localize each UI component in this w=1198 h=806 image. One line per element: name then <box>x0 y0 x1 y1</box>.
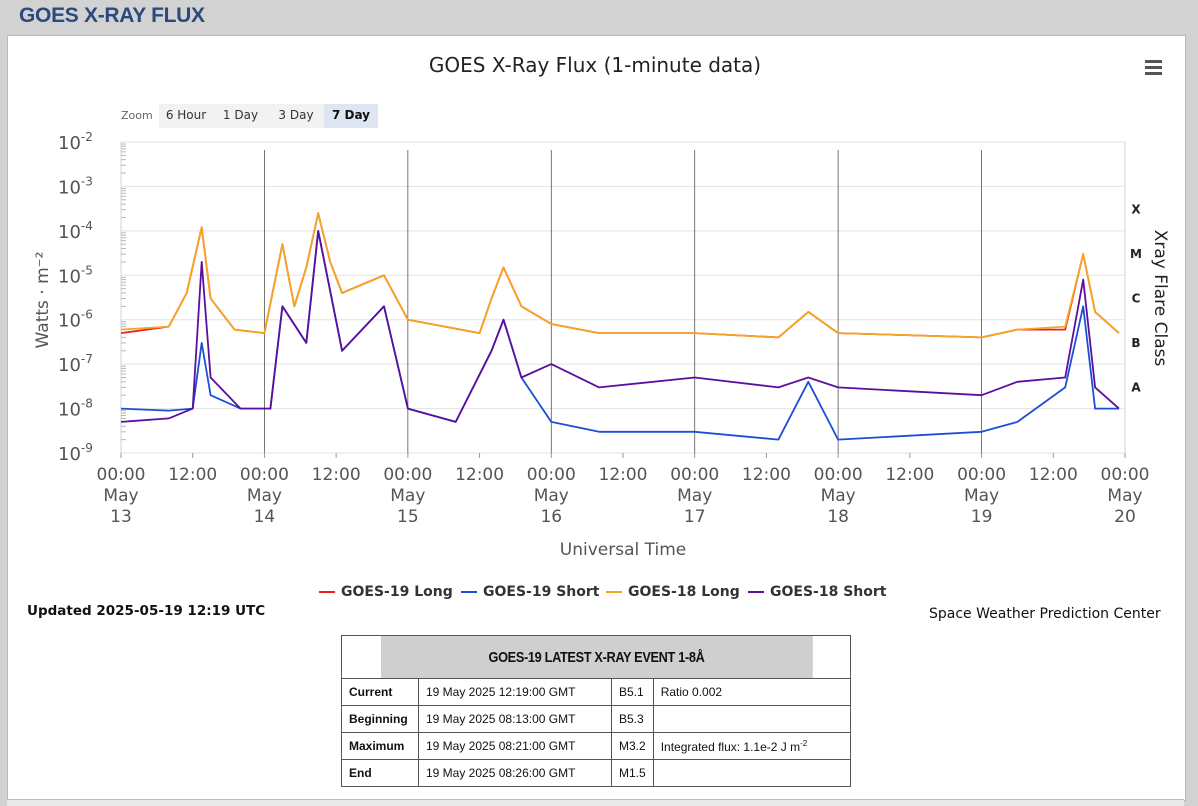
hamburger-menu-icon[interactable] <box>1142 57 1166 79</box>
x-tick-label: 00:00 <box>97 465 146 485</box>
x-tick-label: 00:00 <box>957 465 1006 485</box>
row-class: M1.5 <box>611 759 654 787</box>
x-tick-label: 00:00 <box>814 465 863 485</box>
row-class: M3.2 <box>611 732 654 760</box>
flare-class-label: C <box>1132 292 1141 306</box>
series-line <box>120 230 1120 423</box>
row-time: 19 May 2025 08:13:00 GMT <box>418 705 612 733</box>
legend-goes18-long-label: GOES-18 Long <box>628 584 740 600</box>
page-title: GOES X-RAY FLUX <box>19 4 205 27</box>
x-tick-day: 20 <box>1114 507 1136 527</box>
x-tick-day: 19 <box>971 507 993 527</box>
legend-goes18-short[interactable]: GOES-18 Short <box>748 584 886 600</box>
chart-title: GOES X-Ray Flux (1-minute data) <box>428 53 762 77</box>
x-tick-month: May <box>821 486 856 506</box>
x-tick-day: 18 <box>827 507 849 527</box>
x-tick-day: 17 <box>684 507 706 527</box>
flare-class-label: X <box>1131 203 1141 217</box>
y-tick-label: 10-3 <box>58 174 93 198</box>
x-tick-month: May <box>103 486 138 506</box>
legend-goes18-short-label: GOES-18 Short <box>770 584 887 600</box>
y-tick-label: 10-7 <box>58 352 93 376</box>
y-tick-label: 10-2 <box>58 130 93 154</box>
zoom-7-day-button[interactable]: 7 Day <box>324 104 378 128</box>
zoom-label: Zoom <box>121 109 153 122</box>
row-note-exponent: -2 <box>800 738 808 748</box>
x-axis-title: Universal Time <box>560 540 686 560</box>
row-note: Ratio 0.002 <box>652 678 852 706</box>
event-table-title: GOES-19 LATEST X-RAY EVENT 1-8Å <box>379 635 813 679</box>
series-line <box>120 212 1120 339</box>
y-tick-label: 10-9 <box>58 441 93 465</box>
x-tick-label: 00:00 <box>527 465 576 485</box>
row-note: Integrated flux: 1.1e-2 J m-2 <box>652 732 852 760</box>
x-tick-month: May <box>534 486 569 506</box>
x-tick-day: 14 <box>254 507 276 527</box>
right-gutter <box>1185 35 1198 805</box>
row-class: B5.3 <box>611 705 654 733</box>
row-time: 19 May 2025 12:19:00 GMT <box>418 678 612 706</box>
x-tick-day: 15 <box>397 507 419 527</box>
plot-area <box>120 141 1126 454</box>
x-tick-label: 12:00 <box>599 465 648 485</box>
y-tick-label: 10-4 <box>58 219 93 243</box>
credit-text: Space Weather Prediction Center <box>929 606 1161 622</box>
zoom-6-hour-button[interactable]: 6 Hour <box>159 104 213 128</box>
legend-goes18-long[interactable]: GOES-18 Long <box>606 584 740 600</box>
y-axis-title: Watts · m⁻² <box>33 252 53 349</box>
x-tick-day: 13 <box>110 507 132 527</box>
row-label: Current <box>341 678 419 706</box>
row-time: 19 May 2025 08:26:00 GMT <box>418 759 612 787</box>
x-tick-month: May <box>390 486 425 506</box>
event-table: GOES-19 LATEST X-RAY EVENT 1-8Å Current … <box>341 635 852 787</box>
x-tick-month: May <box>677 486 712 506</box>
table-row: Current 19 May 2025 12:19:00 GMT B5.1 Ra… <box>341 678 852 706</box>
bottom-strip <box>7 799 1184 806</box>
flare-class-axis-title: Xray Flare Class <box>1150 230 1170 367</box>
page-header: GOES X-RAY FLUX <box>0 0 1198 34</box>
x-tick-label: 12:00 <box>455 465 504 485</box>
row-time: 19 May 2025 08:21:00 GMT <box>418 732 612 760</box>
y-tick-label: 10-6 <box>58 308 93 332</box>
x-tick-label: 00:00 <box>240 465 289 485</box>
x-tick-label: 00:00 <box>1101 465 1150 485</box>
y-tick-label: 10-5 <box>58 263 93 287</box>
x-tick-day: 16 <box>540 507 562 527</box>
y-tick-label: 10-8 <box>58 397 93 421</box>
xray-flux-chart: 10-210-310-410-510-610-710-810-900:00May… <box>33 130 1170 560</box>
row-label: Maximum <box>341 732 419 760</box>
legend-goes19-short[interactable]: GOES-19 Short <box>461 584 599 600</box>
x-tick-label: 00:00 <box>383 465 432 485</box>
zoom-3-day-button[interactable]: 3 Day <box>268 104 324 128</box>
x-tick-month: May <box>247 486 282 506</box>
x-tick-label: 12:00 <box>1029 465 1078 485</box>
flare-class-label: M <box>1130 247 1142 261</box>
updated-timestamp: Updated 2025-05-19 12:19 UTC <box>27 603 266 619</box>
row-label: Beginning <box>341 705 419 733</box>
x-tick-label: 00:00 <box>670 465 719 485</box>
legend-goes19-long[interactable]: GOES-19 Long <box>319 584 453 600</box>
x-tick-label: 12:00 <box>885 465 934 485</box>
row-note-text: Integrated flux: 1.1e-2 J m <box>660 739 801 754</box>
x-tick-label: 12:00 <box>168 465 217 485</box>
flare-class-label: B <box>1131 336 1140 350</box>
row-class: B5.1 <box>611 678 654 706</box>
table-row: Beginning 19 May 2025 08:13:00 GMT B5.3 <box>341 705 852 733</box>
table-row: End 19 May 2025 08:26:00 GMT M1.5 <box>341 759 852 787</box>
flare-class-label: A <box>1131 380 1141 394</box>
row-note <box>652 759 852 787</box>
x-tick-month: May <box>964 486 999 506</box>
x-tick-label: 12:00 <box>742 465 791 485</box>
legend-goes19-short-label: GOES-19 Short <box>483 584 600 600</box>
x-tick-month: May <box>1107 486 1142 506</box>
legend-goes19-long-label: GOES-19 Long <box>341 584 453 600</box>
row-label: End <box>341 759 419 787</box>
row-note <box>652 705 852 733</box>
table-row: Maximum 19 May 2025 08:21:00 GMT M3.2 In… <box>341 732 852 760</box>
zoom-1-day-button[interactable]: 1 Day <box>213 104 268 128</box>
x-tick-label: 12:00 <box>312 465 361 485</box>
